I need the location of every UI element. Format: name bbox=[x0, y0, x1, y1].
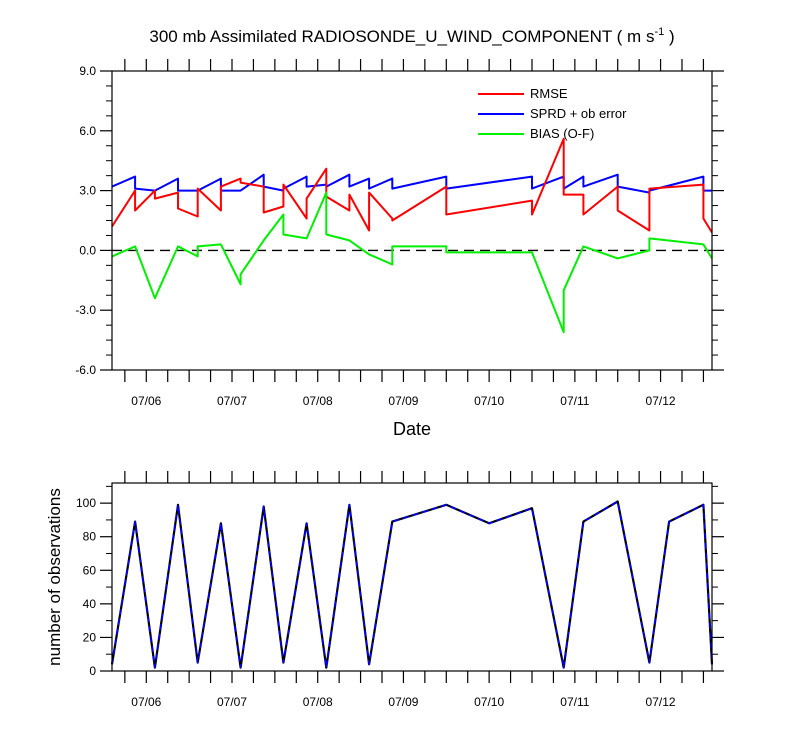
x-tick-label: 07/11 bbox=[560, 695, 589, 709]
legend-label: BIAS (O-F) bbox=[530, 126, 594, 141]
y-tick-label: -6.0 bbox=[75, 363, 96, 377]
legend-label: RMSE bbox=[530, 86, 568, 101]
chart-title: 300 mb Assimilated RADIOSONDE_U_WIND_COM… bbox=[149, 26, 674, 46]
y-tick-label: 80 bbox=[83, 530, 97, 544]
obs-count-dashed-line bbox=[111, 500, 713, 669]
x-tick-label: 07/12 bbox=[646, 695, 676, 709]
y-tick-label: -3.0 bbox=[75, 303, 96, 317]
x-axis-label: Date bbox=[393, 419, 431, 439]
legend: RMSE SPRD + ob error BIAS (O-F) bbox=[478, 86, 627, 141]
x-tick-label: 07/07 bbox=[217, 394, 247, 408]
rmse-line bbox=[111, 137, 713, 234]
y-tick-label: 6.0 bbox=[79, 124, 96, 138]
y-axis-label: number of observations bbox=[45, 488, 64, 666]
top-plot-frame bbox=[111, 70, 713, 371]
x-tick-label: 07/07 bbox=[217, 695, 247, 709]
bottom-chart: 0 20 40 60 80 100 07/06 07/07 07/08 07/09 07/10 07/… bbox=[45, 471, 724, 709]
y-tick-label: 20 bbox=[83, 630, 97, 644]
y-tick-label: 0.0 bbox=[79, 243, 96, 257]
x-tick-label: 07/12 bbox=[646, 394, 676, 408]
x-tick-label: 07/09 bbox=[388, 695, 418, 709]
y-tick-label: 100 bbox=[76, 496, 96, 510]
x-tick-label: 07/10 bbox=[474, 394, 504, 408]
x-tick-label: 07/08 bbox=[303, 394, 333, 408]
legend-label: SPRD + ob error bbox=[530, 106, 627, 121]
bias-line bbox=[111, 191, 713, 334]
top-chart: 300 mb Assimilated RADIOSONDE_U_WIND_COM… bbox=[75, 26, 724, 439]
y-tick-label: 40 bbox=[83, 597, 97, 611]
x-tick-label: 07/06 bbox=[131, 695, 161, 709]
x-tick-label: 07/10 bbox=[474, 695, 504, 709]
x-tick-label: 07/06 bbox=[131, 394, 161, 408]
y-tick-label: 9.0 bbox=[79, 64, 96, 78]
x-tick-label: 07/08 bbox=[303, 695, 333, 709]
y-tick-label: 0 bbox=[89, 664, 96, 678]
sprd-line bbox=[111, 173, 712, 194]
x-tick-label: 07/09 bbox=[388, 394, 418, 408]
bottom-plot-frame bbox=[111, 482, 713, 672]
y-tick-label: 60 bbox=[83, 563, 97, 577]
x-tick-label: 07/11 bbox=[560, 394, 589, 408]
y-tick-label: 3.0 bbox=[79, 184, 96, 198]
